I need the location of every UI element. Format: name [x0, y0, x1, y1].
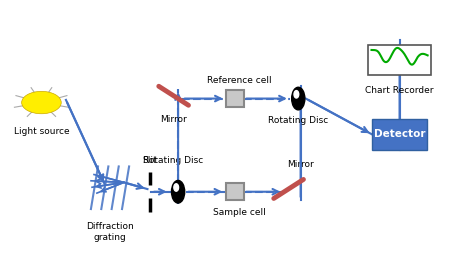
Text: Rotating Disc: Rotating Disc	[143, 156, 203, 165]
Bar	[226, 183, 244, 200]
Text: Chart Recorder: Chart Recorder	[365, 86, 434, 95]
Text: Diffraction
grating: Diffraction grating	[86, 222, 134, 242]
Bar	[226, 90, 244, 107]
Ellipse shape	[174, 184, 179, 191]
Bar	[368, 45, 431, 75]
Ellipse shape	[294, 91, 299, 98]
Text: Reference cell: Reference cell	[207, 76, 272, 84]
Text: Mirror: Mirror	[287, 160, 314, 169]
Circle shape	[22, 91, 61, 114]
Text: Sample cell: Sample cell	[213, 208, 266, 217]
Text: Rotating Disc: Rotating Disc	[268, 116, 328, 125]
Bar	[373, 119, 427, 150]
Ellipse shape	[292, 87, 305, 110]
Text: Light source: Light source	[14, 127, 69, 136]
Text: Slit: Slit	[143, 156, 157, 165]
Ellipse shape	[172, 180, 185, 203]
Text: Mirror: Mirror	[160, 115, 187, 123]
Text: Detector: Detector	[374, 129, 425, 140]
